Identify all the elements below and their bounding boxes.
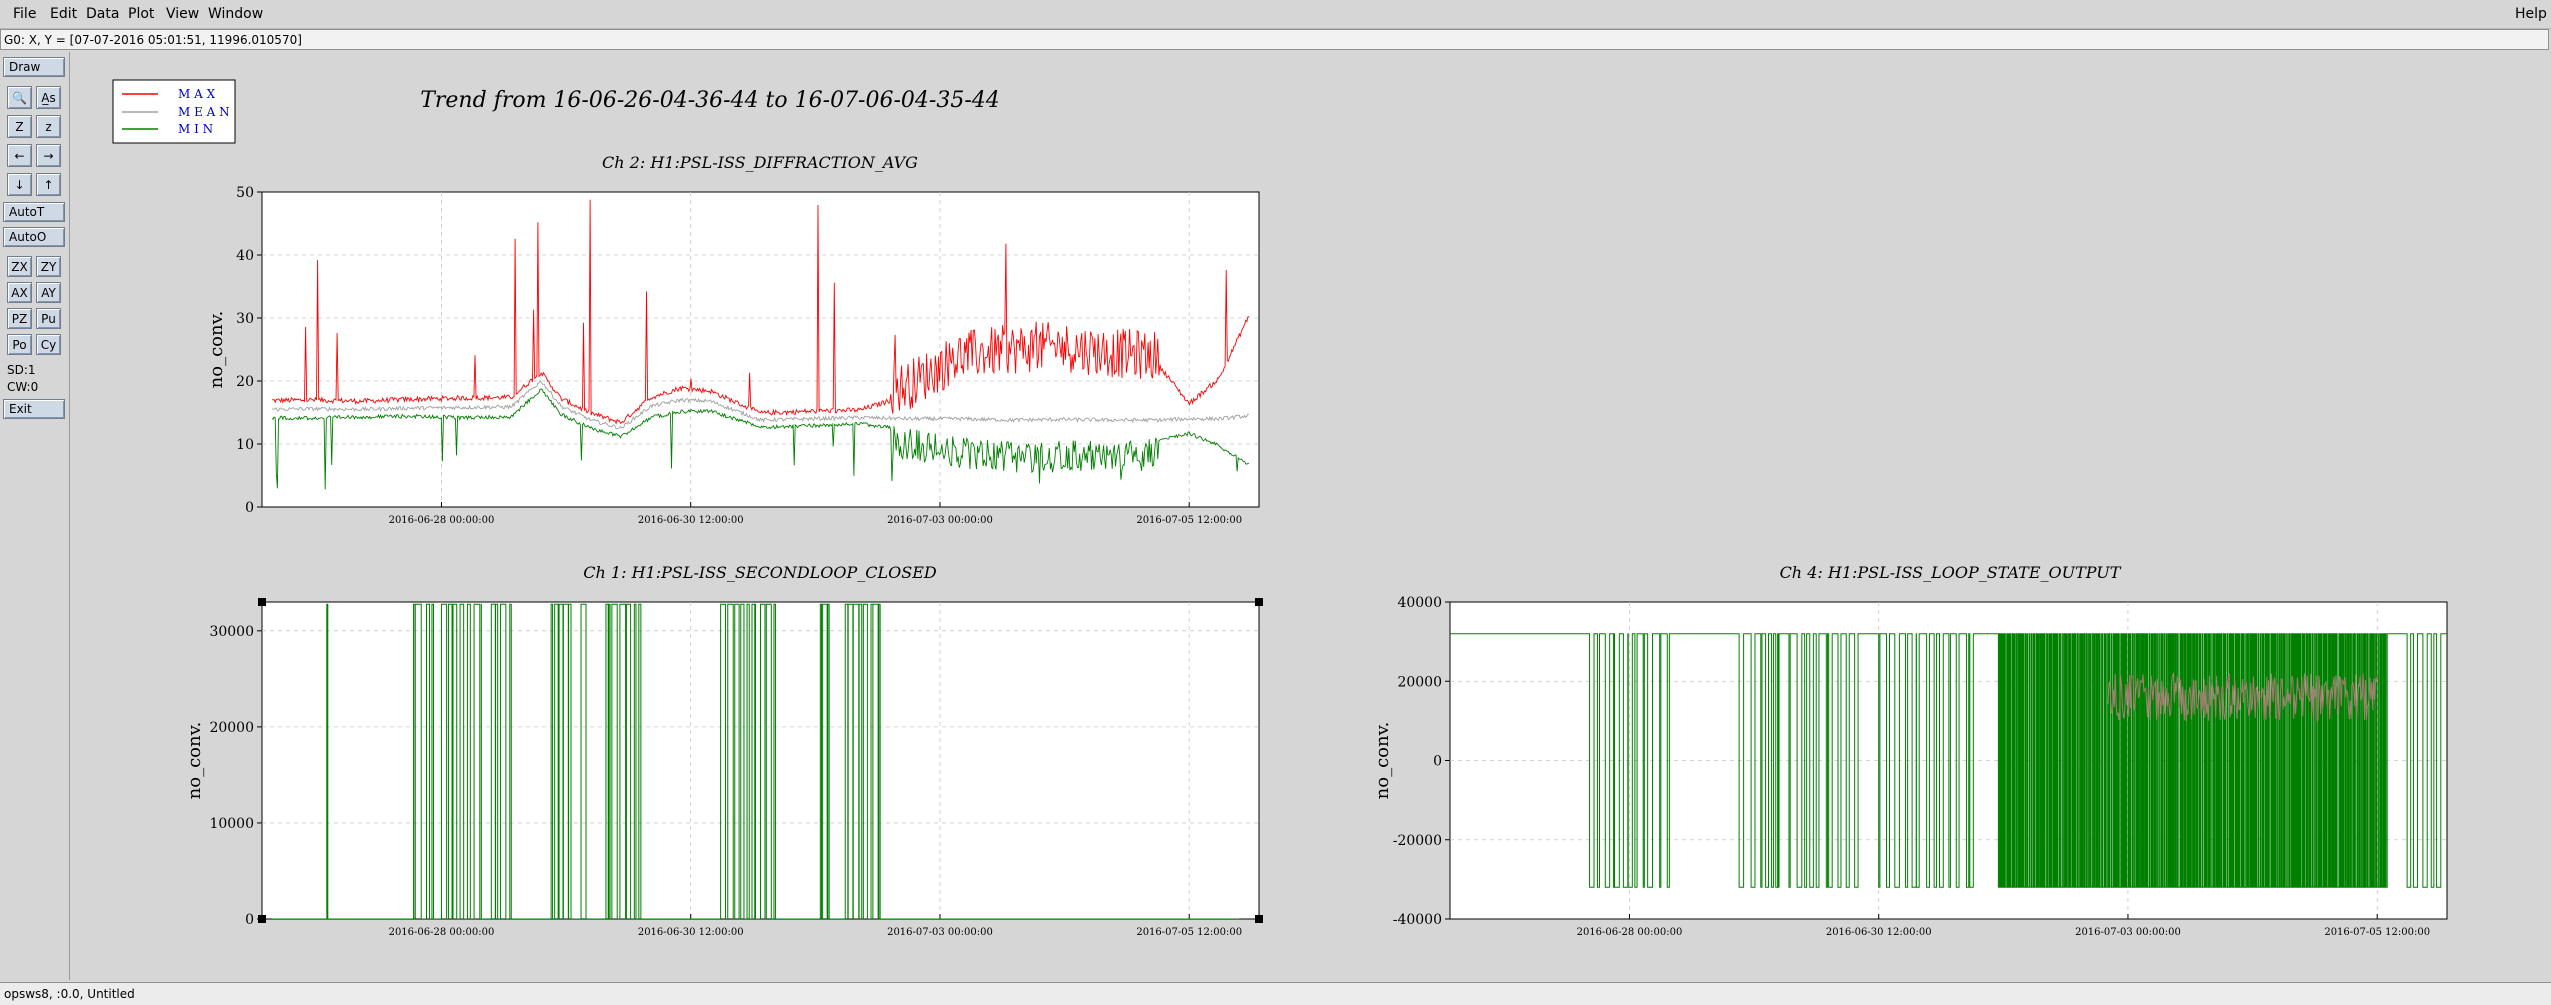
y-tick-label: 10000 <box>209 816 254 832</box>
series-mean-line <box>2107 671 2378 722</box>
y-tick-label: 40 <box>236 248 254 264</box>
y-tick-label: 0 <box>245 500 254 516</box>
y-tick-label: -20000 <box>1393 833 1442 849</box>
coordinate-readout: G0: X, Y = [07-07-2016 05:01:51, 11996.0… <box>0 29 2549 50</box>
x-tick-label: 2016-06-30 12:00:00 <box>638 927 744 938</box>
selection-handle[interactable] <box>258 915 266 923</box>
y-tick-label: 40000 <box>1397 595 1442 611</box>
menu-window[interactable]: Window <box>208 6 264 22</box>
x-tick-label: 2016-06-30 12:00:00 <box>638 515 744 526</box>
menu-help[interactable]: Help <box>2515 6 2547 22</box>
main-title: Trend from 16-06-26-04-36-44 to 16-07-06… <box>420 88 1000 113</box>
menu-data[interactable]: Data <box>86 6 120 22</box>
y-tick-label: 30 <box>236 311 254 327</box>
ax-button[interactable]: AX <box>7 282 32 303</box>
x-tick-label: 2016-07-05 12:00:00 <box>1136 927 1242 938</box>
legend-max-label: M A X <box>178 87 216 101</box>
x-tick-label: 2016-07-03 00:00:00 <box>2075 927 2181 938</box>
ay-button[interactable]: AY <box>36 282 61 303</box>
exit-button[interactable]: Exit <box>3 399 65 419</box>
zy-button[interactable]: ZY <box>36 256 61 277</box>
series-min-line <box>271 603 1240 919</box>
trend-plots: M A X M E A N M I N Trend from 16-06-26-… <box>112 79 2448 938</box>
series-mean-line <box>271 379 1250 430</box>
chart-title: Ch 2: H1:PSL-ISS_DIFFRACTION_AVG <box>602 153 918 172</box>
menu-file[interactable]: File <box>13 6 37 22</box>
y-tick-label: 10 <box>236 437 254 453</box>
pu-button[interactable]: Pu <box>36 308 61 329</box>
x-tick-label: 2016-07-05 12:00:00 <box>2324 927 2430 938</box>
y-tick-label: 20 <box>236 374 254 390</box>
plot-frame[interactable] <box>261 191 1260 508</box>
y-tick-label: 20000 <box>209 720 254 736</box>
legend: M A X M E A N M I N <box>112 79 236 144</box>
legend-min-label: M I N <box>178 122 213 136</box>
chart-title: Ch 4: H1:PSL-ISS_LOOP_STATE_OUTPUT <box>1780 563 2122 582</box>
sd-label: SD:1 <box>7 363 36 377</box>
series-min-line <box>271 388 1250 490</box>
x-tick-label: 2016-06-28 00:00:00 <box>1577 927 1683 938</box>
x-tick-label: 2016-07-03 00:00:00 <box>887 515 993 526</box>
autoo-button[interactable]: AutoO <box>3 227 65 247</box>
arrow-up-icon[interactable]: ↑ <box>36 173 61 196</box>
y-tick-label: 50 <box>236 185 254 201</box>
plot-area: M A X M E A N M I N Trend from 16-06-26-… <box>70 52 2551 980</box>
po-button[interactable]: Po <box>7 334 32 355</box>
arrow-down-icon[interactable]: ↓ <box>7 173 32 196</box>
y-axis-label: no_conv. <box>184 722 205 800</box>
chart-3: Ch 4: H1:PSL-ISS_LOOP_STATE_OUTPUT -40000… <box>1372 563 2448 938</box>
arrow-left-icon[interactable]: ← <box>7 144 32 167</box>
x-tick-label: 2016-07-05 12:00:00 <box>1136 515 1242 526</box>
y-axis-label: no_conv. <box>1372 722 1393 800</box>
cw-label: CW:0 <box>7 380 39 394</box>
menu-view[interactable]: View <box>166 6 200 22</box>
selection-handle[interactable] <box>1255 915 1263 923</box>
menu-plot[interactable]: Plot <box>128 6 155 22</box>
series-min-line <box>1450 633 2447 888</box>
menu-edit[interactable]: Edit <box>50 6 78 22</box>
chart-1: Ch 2: H1:PSL-ISS_DIFFRACTION_AVG 0 10 20 30 4… <box>206 153 1260 526</box>
text-size-icon[interactable]: A̲s <box>36 86 61 109</box>
y-axis-label: no_conv. <box>206 311 227 389</box>
x-tick-label: 2016-06-30 12:00:00 <box>1826 927 1932 938</box>
x-tick-label: 2016-06-28 00:00:00 <box>389 927 495 938</box>
y-tick-label: 0 <box>245 912 254 928</box>
arrow-right-icon[interactable]: → <box>36 144 61 167</box>
autot-button[interactable]: AutoT <box>3 202 65 222</box>
menu-bar: File Edit Data Plot View Window Help <box>0 0 2551 29</box>
series-max-line <box>271 199 1250 425</box>
selection-handle[interactable] <box>1255 598 1263 606</box>
y-tick-label: -40000 <box>1393 912 1442 928</box>
zoom-icon[interactable]: 🔍 <box>7 86 32 109</box>
status-bar: opsws8, :0.0, Untitled <box>0 982 2551 1005</box>
x-tick-label: 2016-06-28 00:00:00 <box>389 515 495 526</box>
zoom-z-small-icon[interactable]: z <box>36 115 61 138</box>
x-tick-label: 2016-07-03 00:00:00 <box>887 927 993 938</box>
legend-mean-label: M E A N <box>178 105 230 119</box>
pz-button[interactable]: PZ <box>7 308 32 329</box>
y-tick-label: 20000 <box>1397 674 1442 690</box>
zx-button[interactable]: ZX <box>7 256 32 277</box>
draw-button[interactable]: Draw <box>3 57 65 77</box>
chart-2: Ch 1: H1:PSL-ISS_SECONDLOOP_CLOSED 0 10000… <box>184 563 1263 938</box>
zoom-z-large-icon[interactable]: Z <box>7 115 32 138</box>
y-tick-label: 30000 <box>209 624 254 640</box>
y-tick-label: 0 <box>1433 754 1442 770</box>
selection-handle[interactable] <box>258 598 266 606</box>
chart-title: Ch 1: H1:PSL-ISS_SECONDLOOP_CLOSED <box>583 563 937 582</box>
cy-button[interactable]: Cy <box>36 334 61 355</box>
